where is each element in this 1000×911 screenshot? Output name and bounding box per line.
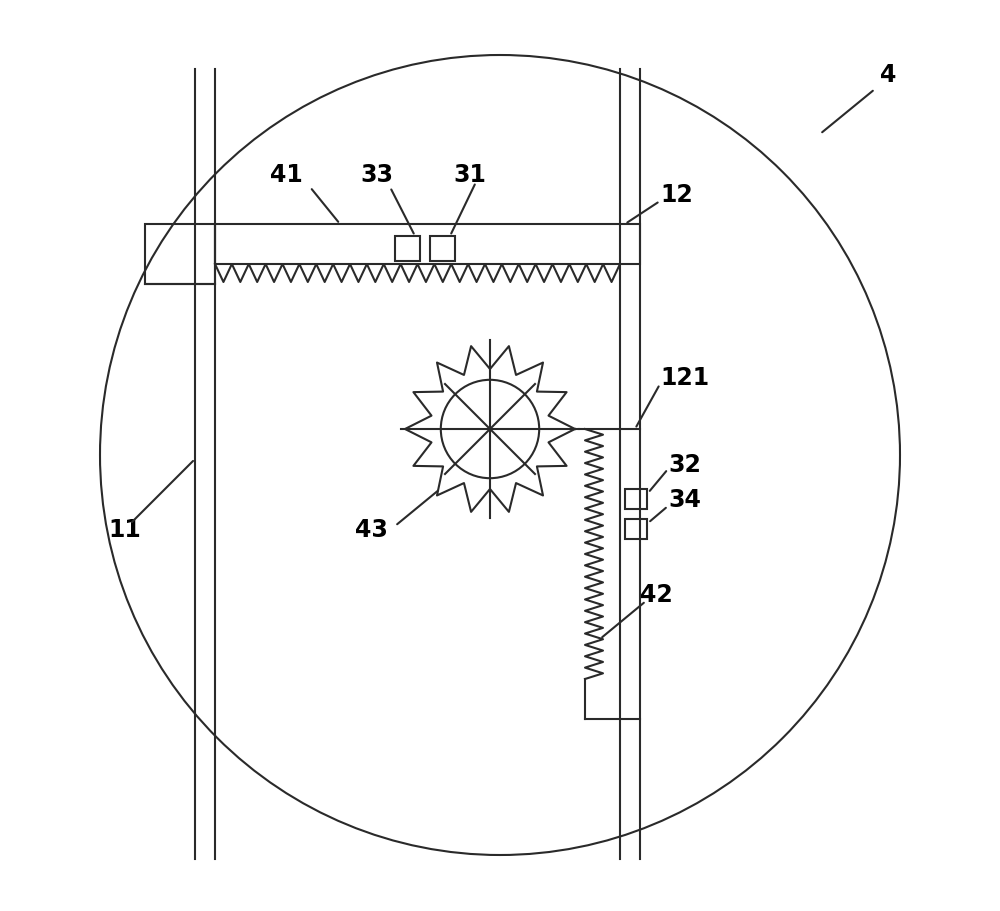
Text: 42: 42 xyxy=(640,582,673,607)
Text: 11: 11 xyxy=(108,517,141,541)
Bar xyxy=(625,519,647,539)
Text: 12: 12 xyxy=(660,183,693,207)
Text: 32: 32 xyxy=(668,453,701,476)
Text: 33: 33 xyxy=(360,163,393,187)
Bar xyxy=(395,237,420,261)
Bar xyxy=(430,237,455,261)
Text: 31: 31 xyxy=(453,163,486,187)
Text: 121: 121 xyxy=(660,365,709,390)
Bar xyxy=(625,489,647,509)
Bar xyxy=(145,225,215,284)
Text: 41: 41 xyxy=(270,163,303,187)
Text: 4: 4 xyxy=(880,63,896,87)
Text: 34: 34 xyxy=(668,487,701,511)
Text: 43: 43 xyxy=(355,517,388,541)
Bar xyxy=(215,225,640,265)
